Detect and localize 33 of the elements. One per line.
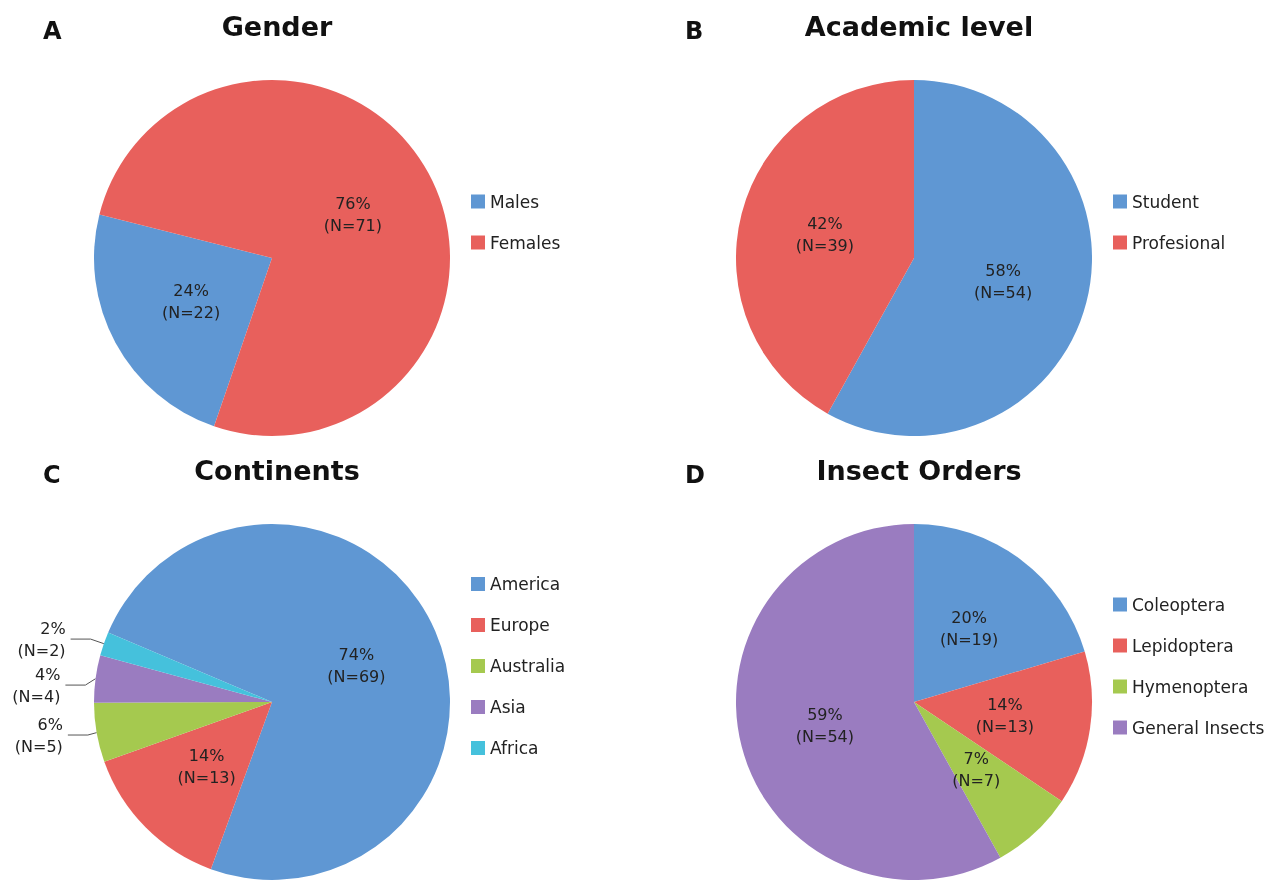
data-label: 58% (N=54) xyxy=(973,260,1033,302)
data-label: 42% (N=39) xyxy=(795,214,855,256)
legend-label: Lepidoptera xyxy=(1132,635,1234,656)
legend-label: Asia xyxy=(490,697,526,717)
legend-label: General Insects xyxy=(1132,717,1265,738)
chart-title: Insect Orders xyxy=(816,455,1022,486)
legend-label: Hymenoptera xyxy=(1132,676,1249,697)
legend-label: Coleoptera xyxy=(1132,594,1226,615)
legend-label: Europe xyxy=(490,615,550,635)
data-label: 76% (N=71) xyxy=(323,193,383,235)
text: B xyxy=(685,17,704,45)
data-label: 24% (N=22) xyxy=(161,281,221,323)
data-label: 4% (N=4) xyxy=(12,664,61,706)
legend-label: Females xyxy=(490,232,561,253)
data-label: 20% (N=19) xyxy=(939,607,999,649)
data-label: 2% (N=2) xyxy=(17,618,66,660)
chart-title: Continents xyxy=(194,455,360,486)
text: D xyxy=(685,461,705,489)
data-label: 6% (N=5) xyxy=(14,714,63,756)
data-label: 74% (N=69) xyxy=(327,644,386,686)
data-label: 59% (N=54) xyxy=(795,704,855,746)
text: C xyxy=(43,461,61,489)
legend-label: Australia xyxy=(490,656,566,676)
legend-label: Student xyxy=(1132,191,1200,212)
legend-label: Profesional xyxy=(1132,232,1226,253)
text: A xyxy=(43,17,62,45)
legend-label: Males xyxy=(490,191,540,212)
legend-label: Africa xyxy=(490,738,539,758)
chart-title: Gender xyxy=(221,11,334,42)
legend-label: America xyxy=(490,574,561,594)
chart-title: Academic level xyxy=(804,11,1034,42)
data-label: 14% (N=13) xyxy=(177,746,236,788)
data-label: 14% (N=13) xyxy=(975,695,1035,737)
